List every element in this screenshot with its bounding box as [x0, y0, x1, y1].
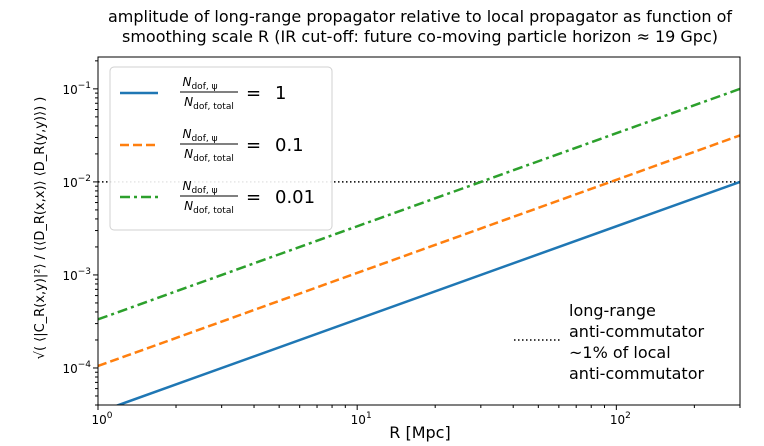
x-tick-label: 100	[91, 411, 112, 427]
series-line-2	[98, 87, 740, 321]
legend-equals: =	[246, 135, 261, 156]
series-line-0	[114, 180, 740, 405]
legend-box	[109, 66, 333, 231]
annotation-line-1: anti-commutator	[569, 322, 704, 341]
chart-title-line-1: amplitude of long-range propagator relat…	[108, 7, 732, 26]
annotation-line-3: anti-commutator	[569, 364, 704, 383]
legend-denominator: Ndof, total	[184, 95, 234, 112]
legend-denominator: Ndof, total	[184, 199, 234, 216]
legend: Ndof, ψ Ndof, total = 1 Ndof, ψ Ndof, total = 0…	[109, 66, 333, 231]
plot-area: 100 101 102 10−4 10−3 10−2 10−1 √( ⟨|C_R(x,y)|²…	[33, 56, 741, 427]
y-tick-label: 10−4	[62, 360, 91, 376]
y-axis-label: √( ⟨|C_R(x,y)|²⟩ / (⟨D_R(x,x)⟩ ⟨D_R(y,y)…	[33, 97, 48, 360]
y-tick-label: 10−3	[62, 267, 91, 283]
legend-numerator: Ndof, ψ	[182, 179, 217, 196]
legend-numerator: Ndof, ψ	[182, 127, 217, 144]
legend-equals: =	[246, 187, 261, 208]
x-axis-label: R [Mpc]	[389, 423, 450, 442]
chart-title-line-2: smoothing scale R (IR cut-off: future co…	[122, 27, 718, 46]
svg-text:√( ⟨|C_R(x,y)|²⟩ / (⟨D_R(x,x)⟩: √( ⟨|C_R(x,y)|²⟩ / (⟨D_R(x,x)⟩ ⟨D_R(y,y)…	[33, 97, 48, 360]
legend-ratio-1: 0.1	[275, 135, 304, 156]
series-line-1	[98, 134, 740, 368]
legend-denominator: Ndof, total	[184, 147, 234, 164]
x-tick-label: 102	[610, 411, 631, 427]
y-tick-label: 10−1	[62, 81, 91, 97]
legend-equals: =	[246, 83, 261, 104]
legend-ratio-0: 1	[275, 83, 286, 104]
legend-ratio-2: 0.01	[275, 187, 315, 208]
annotation: long-range anti-commutator ~1% of local an…	[514, 301, 704, 383]
annotation-line-2: ~1% of local	[569, 343, 671, 362]
legend-numerator: Ndof, ψ	[182, 75, 217, 92]
x-tick-label: 101	[351, 411, 372, 427]
annotation-line-0: long-range	[569, 301, 656, 320]
y-tick-label: 10−2	[62, 174, 91, 190]
